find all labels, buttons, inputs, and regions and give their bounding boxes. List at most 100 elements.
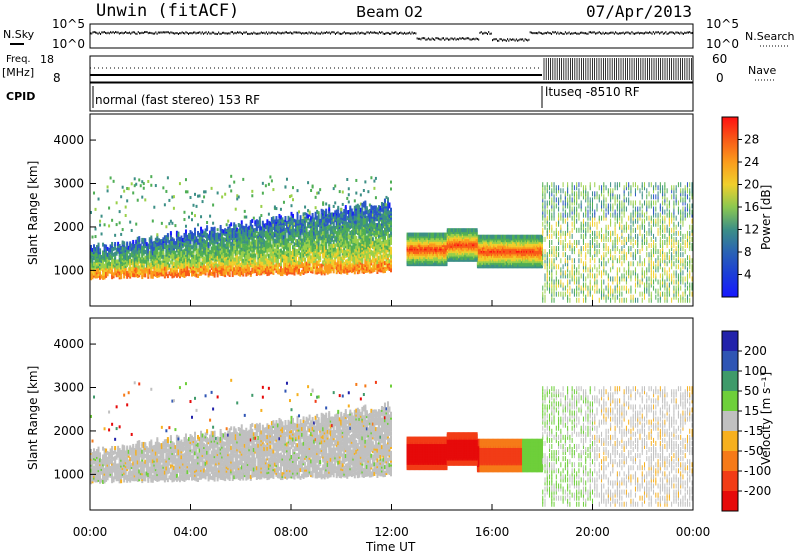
noise-point bbox=[481, 32, 483, 35]
power-cell bbox=[166, 248, 169, 253]
power-cell bbox=[112, 246, 115, 251]
noise-point bbox=[538, 31, 540, 34]
power-cell bbox=[263, 239, 266, 244]
power-cell bbox=[314, 234, 317, 238]
power-cell bbox=[326, 249, 329, 254]
power-cell bbox=[302, 263, 305, 268]
power-cell bbox=[148, 262, 151, 267]
noise-point bbox=[339, 32, 341, 35]
noise-point bbox=[169, 32, 171, 35]
power-cell bbox=[273, 205, 276, 209]
power-cell bbox=[153, 250, 156, 255]
power-cell bbox=[258, 257, 261, 262]
power-cell bbox=[206, 225, 209, 230]
power-cell bbox=[227, 242, 230, 247]
noise-point bbox=[236, 31, 238, 34]
noise-point bbox=[652, 31, 654, 34]
power-cell bbox=[99, 223, 102, 227]
power-cell bbox=[299, 215, 302, 220]
noise-point bbox=[327, 31, 329, 34]
power-cell bbox=[249, 245, 252, 250]
power-cell bbox=[298, 247, 301, 252]
noise-point bbox=[466, 37, 468, 40]
power-cell bbox=[233, 271, 236, 276]
power-cell bbox=[165, 238, 168, 243]
noise-point bbox=[595, 32, 597, 35]
noise-point bbox=[578, 32, 580, 35]
power-cell bbox=[338, 190, 341, 194]
power-cell bbox=[224, 192, 227, 196]
noise-point bbox=[665, 31, 667, 34]
power-cell bbox=[153, 270, 156, 275]
power-cell bbox=[319, 218, 322, 223]
power-cell bbox=[233, 257, 236, 262]
power-cell bbox=[97, 242, 100, 247]
noise-point bbox=[484, 31, 486, 34]
power-cell bbox=[236, 266, 239, 271]
power-cell bbox=[186, 190, 189, 194]
noise-point bbox=[592, 31, 594, 34]
power-cell bbox=[373, 179, 376, 183]
power-cell bbox=[183, 210, 186, 214]
power-cell bbox=[147, 243, 150, 248]
power-cell bbox=[171, 195, 174, 199]
noise-point bbox=[691, 31, 693, 34]
power-cell bbox=[281, 225, 284, 230]
power-cell bbox=[285, 224, 288, 229]
noise-point bbox=[351, 32, 353, 35]
power-cell bbox=[308, 218, 311, 223]
noise-point bbox=[394, 31, 396, 34]
power-cell bbox=[281, 231, 284, 235]
noise-point bbox=[362, 32, 364, 35]
noise-point bbox=[284, 31, 286, 34]
power-cell bbox=[276, 270, 279, 275]
power-cell bbox=[248, 225, 251, 230]
power-cell bbox=[138, 265, 141, 270]
power-cell bbox=[138, 243, 141, 248]
power-cell bbox=[198, 238, 201, 243]
power-cell bbox=[276, 260, 279, 265]
noise-point bbox=[133, 31, 135, 34]
power-cell bbox=[302, 229, 305, 234]
power-cell bbox=[269, 248, 272, 253]
noise-point bbox=[532, 32, 534, 35]
noise-point bbox=[483, 32, 485, 35]
noise-point bbox=[190, 32, 192, 35]
power-cell bbox=[115, 223, 118, 227]
noise-point bbox=[259, 32, 261, 35]
power-cell bbox=[314, 221, 317, 226]
power-cell bbox=[269, 241, 272, 246]
power-cell bbox=[288, 221, 291, 226]
noise-point bbox=[180, 32, 182, 35]
power-cell bbox=[91, 257, 94, 262]
power-cell bbox=[183, 254, 186, 259]
noise-point bbox=[209, 32, 211, 35]
power-cell bbox=[334, 261, 337, 266]
noise-point bbox=[424, 37, 426, 40]
power-cell bbox=[326, 219, 329, 224]
noise-point bbox=[322, 32, 324, 35]
power-cell bbox=[299, 271, 302, 276]
noise-point bbox=[544, 31, 546, 34]
power-cell bbox=[322, 270, 325, 275]
noise-point bbox=[410, 32, 412, 35]
power-cell bbox=[231, 251, 234, 256]
power-cell bbox=[216, 263, 219, 268]
power-cell bbox=[133, 243, 136, 248]
power-cell bbox=[251, 267, 254, 272]
power-cell bbox=[304, 242, 307, 247]
power-cell bbox=[335, 252, 338, 257]
noise-point bbox=[365, 32, 367, 35]
noise-point bbox=[597, 31, 599, 34]
power-cell bbox=[332, 240, 335, 245]
power-cell bbox=[212, 203, 215, 207]
power-cell bbox=[187, 270, 190, 275]
power-cell bbox=[94, 262, 97, 267]
power-cell bbox=[203, 195, 206, 199]
power-cell bbox=[198, 232, 201, 237]
power-cell bbox=[275, 253, 278, 258]
noise-point bbox=[608, 32, 610, 35]
power-cell bbox=[227, 226, 230, 231]
power-cell bbox=[130, 243, 133, 248]
power-cell bbox=[239, 230, 242, 234]
